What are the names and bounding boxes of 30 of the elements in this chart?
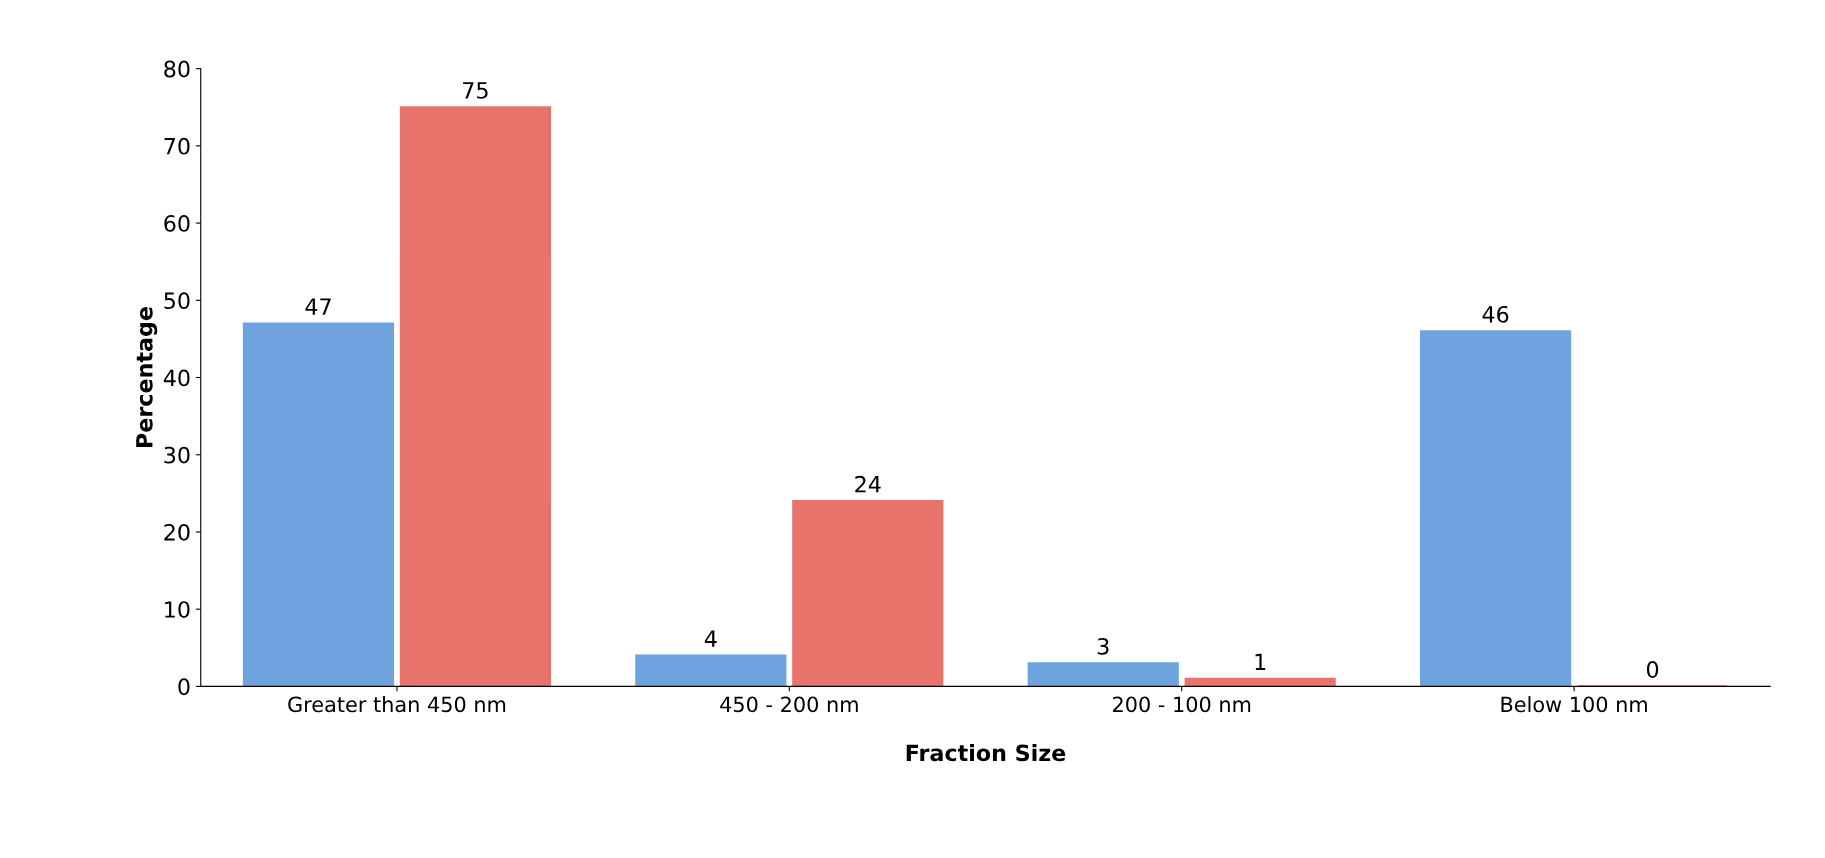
y-axis-title: Percentage (136, 307, 158, 447)
y-tick-label: 0 (178, 678, 190, 696)
bar (242, 322, 395, 687)
x-tick-label: 200 - 100 nm (1113, 696, 1251, 713)
y-tick-label: 30 (164, 446, 190, 464)
data-label: 47 (305, 298, 331, 315)
data-label: 75 (463, 82, 488, 99)
y-tick-label: 10 (165, 601, 190, 618)
x-tick-label: 450 - 200 nm (720, 696, 858, 713)
y-tick-label: 40 (163, 369, 190, 387)
y-tick-label: 50 (164, 292, 190, 310)
x-tick-label: Greater than 450 nm (288, 696, 506, 713)
data-label: 3 (1097, 637, 1109, 655)
bar (1184, 677, 1336, 687)
bar (1420, 330, 1572, 687)
data-label: 1 (1255, 653, 1266, 670)
y-tick-label: 20 (164, 523, 190, 541)
bar (792, 500, 944, 687)
y-tick-label: 80 (164, 60, 190, 78)
bar (1027, 662, 1179, 687)
x-axis-title: Fraction Size (906, 744, 1066, 762)
x-tick-label: Below 100 nm (1501, 696, 1647, 713)
y-tick-label: 60 (164, 215, 190, 232)
bar (399, 106, 551, 687)
data-label: 0 (1646, 661, 1659, 678)
data-label: 24 (855, 475, 881, 493)
y-tick-label: 70 (164, 137, 190, 155)
bar (635, 654, 787, 687)
data-label: 46 (1482, 305, 1509, 323)
data-label: 4 (704, 630, 717, 647)
